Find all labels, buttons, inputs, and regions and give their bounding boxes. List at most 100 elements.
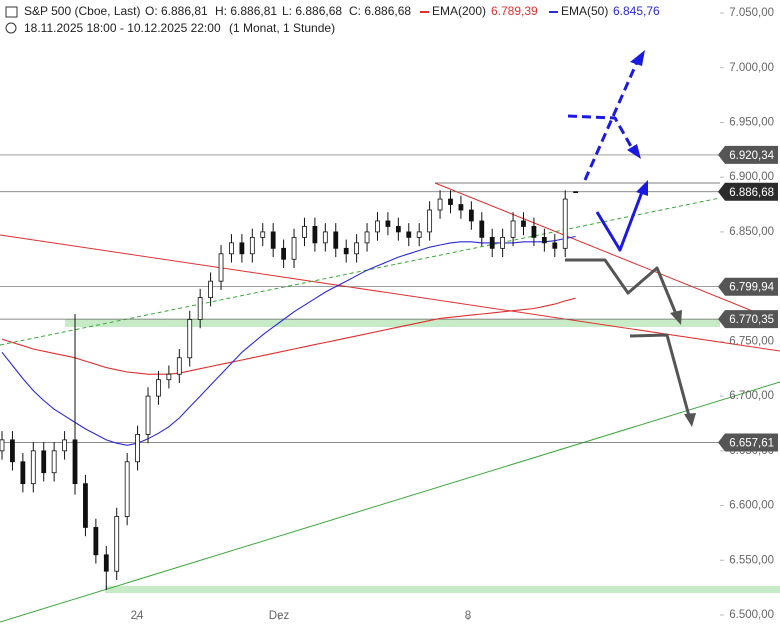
candle bbox=[500, 228, 506, 258]
level-tag bbox=[718, 433, 778, 452]
candle bbox=[114, 507, 120, 580]
y-tick-label: 6.850,00 bbox=[729, 226, 774, 238]
arrow-head bbox=[684, 413, 696, 427]
arrow-head bbox=[636, 180, 648, 196]
forecast-arrow bbox=[567, 114, 635, 151]
level-label: 6.770,35 bbox=[729, 314, 774, 326]
x-tick-label: 8 bbox=[465, 610, 471, 622]
candle-body bbox=[479, 220, 485, 238]
arrow-head bbox=[627, 144, 641, 159]
trend-line bbox=[0, 381, 780, 623]
candle-body bbox=[521, 220, 526, 227]
candle bbox=[93, 518, 99, 564]
candle-body bbox=[176, 357, 182, 375]
trend-line bbox=[0, 197, 721, 346]
y-tick-label: 7.050,00 bbox=[729, 7, 774, 19]
candle-body bbox=[93, 527, 99, 556]
candle bbox=[30, 442, 36, 493]
candle-body bbox=[322, 231, 328, 244]
candle bbox=[312, 217, 318, 252]
candle bbox=[239, 234, 245, 263]
candle-body bbox=[354, 242, 360, 255]
candle-body bbox=[156, 379, 161, 397]
candle-body bbox=[103, 554, 109, 572]
candle-body bbox=[0, 439, 5, 452]
candle-body bbox=[145, 395, 151, 435]
candle-body bbox=[302, 226, 307, 238]
y-tick-label: 6.550,00 bbox=[729, 554, 774, 566]
support-zone bbox=[65, 319, 720, 327]
x-tick-label: 24 bbox=[131, 610, 144, 622]
candle bbox=[302, 217, 307, 247]
y-tick-label: 6.700,00 bbox=[729, 390, 774, 402]
candle-body bbox=[375, 220, 380, 233]
candle-body bbox=[364, 231, 370, 244]
candle-body bbox=[437, 198, 443, 211]
candle bbox=[124, 453, 130, 526]
candle bbox=[552, 234, 558, 258]
candle-body bbox=[541, 236, 547, 244]
candle bbox=[437, 190, 443, 219]
candle-body bbox=[385, 220, 391, 227]
candle-body bbox=[187, 319, 193, 359]
support-zone bbox=[105, 586, 780, 593]
candle-body bbox=[416, 231, 422, 238]
candle-body bbox=[458, 204, 464, 211]
legend-ema50-value: 6.845,76 bbox=[613, 4, 660, 18]
candle-body bbox=[395, 226, 401, 233]
forecast-arrow bbox=[565, 258, 678, 315]
level-label: 6.799,94 bbox=[729, 282, 774, 294]
candle bbox=[354, 234, 360, 263]
candle-icon bbox=[5, 6, 18, 18]
candle bbox=[510, 212, 516, 247]
instrument: S&P 500 (Cboe, Last) bbox=[24, 4, 141, 18]
candle bbox=[197, 288, 203, 329]
candle bbox=[333, 223, 339, 258]
candle-body bbox=[218, 253, 224, 282]
candle-body bbox=[291, 236, 297, 260]
candle bbox=[260, 223, 266, 247]
candle bbox=[291, 228, 297, 269]
candle-body bbox=[30, 450, 36, 485]
candle-body bbox=[41, 450, 47, 474]
candle-body bbox=[343, 247, 349, 255]
y-tick-label: 6.950,00 bbox=[729, 116, 774, 128]
candle-body bbox=[573, 191, 579, 194]
candle bbox=[20, 453, 26, 493]
candle bbox=[145, 387, 151, 444]
ema-line bbox=[1, 297, 576, 375]
drawings bbox=[0, 182, 780, 623]
legend-ema50: EMA(50) bbox=[561, 4, 608, 18]
high-label: H: 6.886,81 bbox=[215, 4, 277, 18]
level-label: 6.657,61 bbox=[729, 438, 774, 450]
candle-body bbox=[124, 461, 130, 517]
forecast-arrow bbox=[595, 191, 644, 252]
candle bbox=[489, 228, 495, 258]
candle-body bbox=[270, 231, 276, 249]
candle-body bbox=[531, 226, 537, 238]
x-tick-label: Dez bbox=[269, 610, 290, 622]
candle-body bbox=[312, 226, 318, 244]
candle-body bbox=[239, 242, 245, 255]
level-label: 6.920,34 bbox=[729, 150, 774, 162]
forecast-arrow bbox=[583, 61, 639, 181]
candle-body bbox=[197, 297, 203, 320]
candle bbox=[83, 474, 88, 537]
candle-body bbox=[114, 516, 120, 572]
candle bbox=[448, 190, 453, 214]
candle-body bbox=[72, 439, 78, 485]
candle bbox=[343, 239, 349, 263]
candle bbox=[156, 370, 161, 405]
candle bbox=[562, 190, 568, 258]
arrow-head bbox=[630, 50, 645, 66]
candle bbox=[281, 239, 287, 269]
candle bbox=[416, 223, 422, 247]
candle bbox=[322, 223, 328, 252]
y-tick-label: 6.500,00 bbox=[729, 609, 774, 621]
candle bbox=[10, 431, 15, 471]
level-tag bbox=[718, 310, 778, 329]
candle bbox=[406, 223, 412, 247]
candle-body bbox=[500, 236, 506, 249]
candle-body bbox=[135, 433, 140, 463]
candle bbox=[395, 217, 401, 241]
